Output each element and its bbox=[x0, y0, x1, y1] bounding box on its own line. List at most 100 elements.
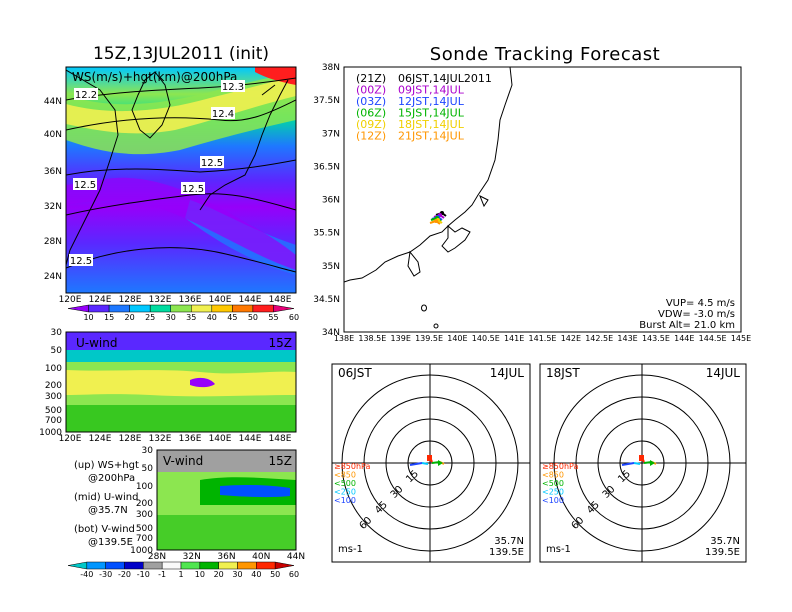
island-oshima bbox=[421, 304, 427, 312]
pressure-tick-label: 700 bbox=[45, 416, 62, 426]
ws-colorbar-label: 40 bbox=[207, 313, 217, 322]
uv-colorbar-swatch bbox=[274, 561, 295, 570]
ws-colorbar-label: 50 bbox=[248, 313, 258, 322]
pressure-tick-label: 500 bbox=[136, 524, 153, 534]
uv-colorbar-swatch bbox=[199, 561, 219, 570]
pressure-tick-label: 1000 bbox=[39, 428, 62, 438]
lon-tick-label: 142E bbox=[561, 334, 581, 343]
uv-colorbar-swatch bbox=[67, 561, 88, 570]
left-title: 15Z,13JUL2011 (init) bbox=[92, 44, 270, 64]
lon-tick-label: 132E bbox=[149, 434, 172, 444]
lat-tick-label: 40N bbox=[44, 130, 62, 140]
lat-tick-label: 34.5N bbox=[313, 295, 340, 305]
time-legend-utc: (00Z) bbox=[356, 84, 386, 97]
u-panel-label: U-wind bbox=[76, 336, 117, 350]
hodograph-lat: 35.7N bbox=[494, 536, 524, 547]
ws-map-panel: WS(m/s)+hgt(km)@200hPa 12.2 12.3 12.4 12.5 1… bbox=[44, 66, 299, 322]
hodograph-wind-segment bbox=[621, 462, 635, 466]
lon-tick-label: 141.5E bbox=[529, 334, 557, 343]
lon-tick-label: 148E bbox=[269, 295, 292, 305]
pressure-tick-label: 1000 bbox=[130, 546, 153, 556]
uv-colorbar-label: 50 bbox=[270, 570, 280, 579]
hodograph-level-legend: <500 bbox=[334, 479, 356, 488]
lon-tick-label: 144.5E bbox=[699, 334, 727, 343]
coastline-japan bbox=[199, 79, 289, 211]
ws-colorbar-swatch bbox=[67, 304, 89, 313]
lon-tick-label: 120E bbox=[59, 295, 82, 305]
legend-up-line2: @200hPa bbox=[88, 473, 135, 484]
contour-label: 12.3 bbox=[221, 80, 245, 93]
uv-colorbar-label: -20 bbox=[118, 570, 131, 579]
hodograph-time: 18JST bbox=[546, 366, 580, 380]
contour-label-text: 12.3 bbox=[222, 82, 244, 93]
coastline-boso bbox=[441, 224, 471, 253]
contour-label: 12.2 bbox=[74, 88, 98, 101]
lat-tick-label: 36N bbox=[44, 167, 62, 177]
uv-colorbar-swatch bbox=[256, 561, 276, 570]
hodograph-lon: 139.5E bbox=[705, 547, 740, 558]
burst-altitude: Burst Alt= 21.0 km bbox=[639, 320, 735, 331]
uv-colorbar-label: 20 bbox=[214, 570, 224, 579]
time-legend-utc: (06Z) bbox=[356, 107, 386, 120]
coastline-izu bbox=[407, 250, 421, 277]
uv-colorbar-label: 30 bbox=[232, 570, 242, 579]
lon-tick-label: 136E bbox=[179, 295, 202, 305]
contour-label-bg bbox=[73, 178, 97, 190]
lat-tick-label: 36N bbox=[217, 552, 235, 562]
pressure-tick-label: 300 bbox=[136, 510, 153, 520]
ws-colorbar-swatch bbox=[149, 304, 171, 313]
uv-colorbar-label: 10 bbox=[195, 570, 205, 579]
contour-label-text: 12.5 bbox=[74, 180, 96, 191]
height-contour bbox=[66, 193, 296, 216]
pressure-tick-label: 30 bbox=[51, 328, 63, 338]
hodograph-wind-segment bbox=[421, 462, 429, 465]
v-panel-label: V-wind bbox=[163, 454, 203, 468]
uv-colorbar-swatch bbox=[105, 561, 125, 570]
lon-tick-label: 140E bbox=[447, 334, 467, 343]
ws-colorbar-swatch bbox=[211, 304, 233, 313]
time-legend-jst: 09JST,14JUL bbox=[398, 84, 465, 97]
uv-colorbar-label: 40 bbox=[251, 570, 261, 579]
pressure-tick-label: 50 bbox=[51, 346, 63, 356]
time-legend-utc: (21Z) bbox=[356, 72, 386, 85]
hodograph-level-legend: <250 bbox=[542, 488, 564, 497]
time-legend-utc: (12Z) bbox=[356, 130, 386, 143]
contour-label: 12.5 bbox=[69, 254, 93, 267]
pressure-tick-label: 300 bbox=[45, 392, 62, 402]
hodograph-18jst: 18JST 14JUL15304560≥850hPa<850<500<250<10… bbox=[539, 363, 747, 563]
ws-colorbar-label: 30 bbox=[166, 313, 176, 322]
lat-tick-label: 35.5N bbox=[313, 229, 340, 239]
hodograph-level-legend: <500 bbox=[542, 479, 564, 488]
hodograph-unit: ms-1 bbox=[338, 544, 363, 555]
lon-tick-label: 124E bbox=[89, 434, 112, 444]
uv-colorbar-swatch bbox=[86, 561, 106, 570]
hodograph-level-legend: <250 bbox=[334, 488, 356, 497]
time-legend-jst: 18JST,14JUL bbox=[398, 118, 465, 131]
lon-tick-label: 144E bbox=[239, 295, 262, 305]
sonde-landing-point bbox=[434, 219, 438, 223]
ws-purple-core bbox=[66, 177, 296, 270]
lon-tick-label: 136E bbox=[179, 434, 202, 444]
lon-tick-label: 140E bbox=[209, 295, 232, 305]
lat-tick-label: 28N bbox=[148, 552, 166, 562]
lat-tick-label: 28N bbox=[44, 237, 62, 247]
u-field-bottom bbox=[66, 405, 296, 432]
legend-bot-line2: @139.5E bbox=[88, 537, 133, 548]
time-legend-jst: 06JST,14JUL2011 bbox=[398, 72, 492, 85]
lat-tick-label: 36N bbox=[322, 196, 340, 206]
lon-tick-label: 144E bbox=[674, 334, 694, 343]
legend-up-line1: (up) WS+hgt bbox=[74, 460, 139, 471]
pressure-tick-label: 700 bbox=[136, 534, 153, 544]
hodograph-arrow-head bbox=[438, 460, 443, 466]
hodograph-time: 06JST bbox=[338, 366, 372, 380]
lon-tick-label: 143E bbox=[617, 334, 637, 343]
height-contour bbox=[66, 159, 296, 176]
contour-label-bg bbox=[221, 80, 245, 92]
time-legend-jst: 12JST,14JUL bbox=[398, 95, 465, 108]
time-legend-utc: (03Z) bbox=[356, 95, 386, 108]
u-field-top bbox=[66, 332, 296, 350]
hodograph-level-legend: ≥850hPa bbox=[542, 462, 579, 471]
hodograph-arrow-head bbox=[650, 460, 655, 466]
